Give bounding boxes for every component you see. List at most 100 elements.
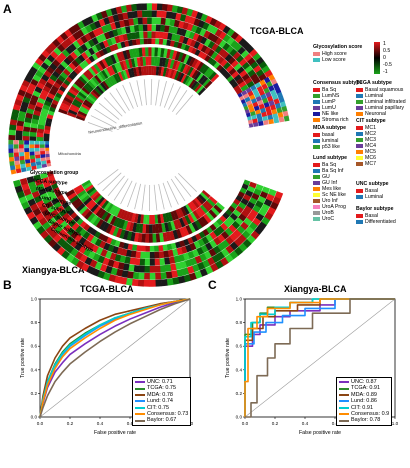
- annotation-cell: [29, 141, 34, 145]
- lg-unc-item: Luminal: [356, 194, 389, 200]
- legend-swatch: [356, 156, 363, 161]
- legend-label: Stroma rich: [322, 117, 349, 123]
- legend-swatch: [313, 139, 320, 144]
- heatmap-cell: [133, 18, 139, 25]
- heatmap-cell: [149, 224, 153, 233]
- heatmap-cell: [166, 271, 173, 278]
- annotation-cell: [9, 152, 14, 157]
- heatmap-cell: [36, 137, 43, 142]
- heatmap-cell: [142, 17, 147, 24]
- annotation-cell: [14, 152, 19, 157]
- heatmap-cell: [152, 10, 157, 17]
- annotation-cell: [284, 116, 290, 122]
- track-label: Glycosylation group: [30, 170, 78, 176]
- pathway-spoke: [99, 103, 119, 120]
- roc-legend-line: [135, 381, 145, 383]
- lg-baylor-item: Differentiated: [356, 219, 396, 225]
- annotation-cell: [8, 140, 13, 145]
- y-axis-label: True positive rate: [225, 338, 231, 378]
- annotation-cell: [25, 155, 30, 159]
- heatmap-cell: [140, 252, 145, 259]
- legend-swatch: [313, 94, 320, 99]
- pathway-spoke: [172, 90, 187, 112]
- y-tick-label: 0.6: [31, 344, 38, 349]
- heatmap-cell: [157, 10, 163, 17]
- lg-consensus-item: Stroma rich: [313, 117, 362, 123]
- annotation-cell: [29, 144, 34, 148]
- annotation-cell: [9, 157, 14, 162]
- y-axis-label: True positive rate: [20, 338, 26, 378]
- heatmap-cell: [148, 57, 151, 66]
- pathway-spoke: [159, 184, 165, 209]
- pathway-spoke: [137, 80, 142, 105]
- legend-swatch: [313, 100, 320, 105]
- legend-swatch: [356, 162, 363, 167]
- glyco-legend: Glycosylation score High score Low score: [313, 44, 362, 63]
- legend-swatch: [356, 189, 363, 194]
- annotation-cell: [30, 155, 35, 159]
- heatmap-cell: [138, 18, 143, 25]
- pathway-spoke: [171, 179, 185, 201]
- pathway-spoke: [178, 173, 196, 191]
- heatmap-cell: [150, 280, 156, 287]
- y-tick-label: 0.0: [31, 415, 38, 420]
- heatmap-cell: [136, 4, 142, 11]
- heatmap-cell: [9, 129, 16, 135]
- x-tick-label: 0.2: [67, 421, 74, 426]
- annotation-cell: [15, 160, 20, 165]
- heatmap-cell: [150, 266, 156, 273]
- annotation-cell: [35, 148, 40, 152]
- heatmap-cell: [152, 24, 157, 31]
- y-tick-label: 0.2: [236, 391, 243, 396]
- pathway-spoke: [116, 88, 129, 110]
- x-tick-label: 0.0: [37, 421, 44, 426]
- legend-label: Luminal: [365, 194, 383, 200]
- legend-swatch: [313, 211, 320, 216]
- heatmap-cell: [131, 4, 137, 11]
- pathway-spoke: [164, 83, 173, 107]
- heatmap-cell: [138, 25, 143, 32]
- heatmap-cell: [152, 3, 158, 10]
- annotation-cell: [29, 148, 34, 152]
- legend-label: p53 like: [322, 144, 340, 150]
- heatmap-cell: [167, 278, 174, 286]
- x-tick-label: 1.0: [392, 421, 399, 426]
- heatmap-cell: [132, 11, 138, 18]
- heatmap-cell: [159, 258, 165, 265]
- x-axis-label: False positive rate: [94, 430, 136, 436]
- heatmap-cell: [159, 251, 165, 258]
- pathway-spoke: [154, 185, 157, 211]
- legend-swatch: [356, 100, 363, 105]
- pathway-spoke: [160, 81, 167, 106]
- heatmap-cell: [22, 136, 29, 141]
- lg-tcga-title: TCGA subtype: [356, 80, 406, 86]
- annotation-cell: [30, 151, 35, 155]
- heatmap-cell: [139, 31, 144, 38]
- pathway-spoke: [127, 183, 136, 207]
- annotation-cell: [24, 144, 29, 148]
- annotation-cell: [35, 154, 40, 158]
- lg-tcga-item: Neuronal: [356, 111, 406, 117]
- x-tick-label: 0.4: [302, 421, 309, 426]
- annotation-cell: [19, 152, 24, 157]
- roc-legend-line: [339, 394, 349, 396]
- legend-swatch: [313, 163, 320, 168]
- heatmap-cell: [154, 259, 160, 266]
- score-colorbar: [374, 42, 380, 74]
- lg-unc-title: UNC subtype: [356, 181, 389, 187]
- roc-legend-line: [135, 420, 145, 422]
- glyco-legend-title: Glycosylation score: [313, 44, 362, 50]
- heatmap-cell: [150, 273, 156, 280]
- lg-cit-title: CIT subtype: [356, 118, 386, 124]
- legend-swatch: [313, 112, 320, 117]
- pathway-spoke: [144, 79, 146, 105]
- heatmap-cell: [150, 252, 155, 259]
- annotation-cell: [24, 152, 29, 156]
- heatmap-cell: [154, 252, 159, 259]
- heatmap-cell: [155, 273, 161, 280]
- legend-swatch: [356, 94, 363, 99]
- annotation-cell: [19, 140, 24, 144]
